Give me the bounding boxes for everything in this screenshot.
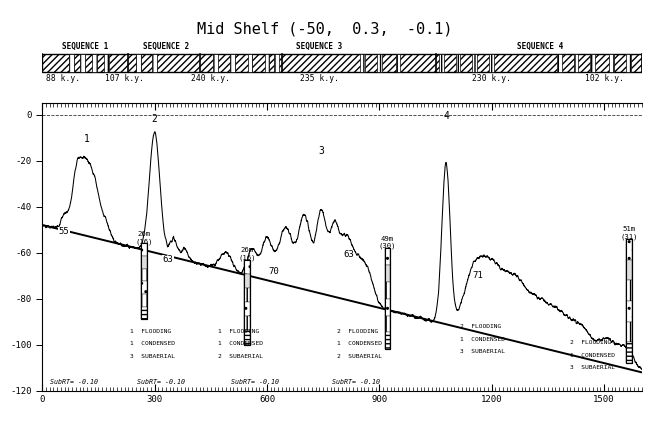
Text: 26m
(16): 26m (16) <box>238 247 255 261</box>
Bar <box>396 54 400 72</box>
Bar <box>377 54 382 72</box>
Text: 102 k.y.: 102 k.y. <box>584 74 623 83</box>
Text: Mid Shelf (-50,  0.3,  -0.1): Mid Shelf (-50, 0.3, -0.1) <box>197 21 453 36</box>
Text: 49m
(30): 49m (30) <box>379 236 396 249</box>
Text: 235 k.y.: 235 k.y. <box>300 74 339 83</box>
Bar <box>230 54 235 72</box>
Bar <box>141 269 147 281</box>
Bar <box>265 54 269 72</box>
Bar <box>627 239 632 260</box>
Bar <box>627 280 632 301</box>
Text: 2  SUBAERIAL: 2 SUBAERIAL <box>218 354 263 359</box>
Bar <box>456 54 460 72</box>
Text: 230 k.y.: 230 k.y. <box>473 74 512 83</box>
Bar <box>244 260 250 345</box>
Bar <box>136 54 141 72</box>
Text: SubRT= -0.10: SubRT= -0.10 <box>137 379 185 385</box>
Bar <box>213 54 218 72</box>
Bar <box>244 316 250 330</box>
Text: SEQUENCE 3: SEQUENCE 3 <box>296 42 343 51</box>
Bar <box>141 243 147 256</box>
Bar <box>609 54 614 72</box>
Text: 2: 2 <box>151 114 157 124</box>
Bar <box>360 54 365 72</box>
Text: 63: 63 <box>343 250 354 259</box>
Text: 1  CONDENSED: 1 CONDENSED <box>218 341 263 346</box>
Bar <box>385 299 391 316</box>
Bar <box>244 260 250 345</box>
Bar <box>627 260 632 280</box>
Bar <box>274 54 279 72</box>
Text: 1  CONDENSED: 1 CONDENSED <box>130 341 176 346</box>
Bar <box>104 54 109 72</box>
Text: 2  FLOODING: 2 FLOODING <box>571 340 612 345</box>
Text: 26m
(16): 26m (16) <box>135 231 153 245</box>
Text: 1  FLOODING: 1 FLOODING <box>218 329 259 333</box>
Bar <box>141 294 147 307</box>
Bar <box>627 239 632 363</box>
Bar <box>141 281 147 294</box>
Text: SEQUENCE 4: SEQUENCE 4 <box>517 42 564 51</box>
Bar <box>141 256 147 269</box>
Bar <box>439 54 443 72</box>
Text: 71: 71 <box>472 271 483 280</box>
Bar <box>141 243 147 319</box>
Text: 51m
(31): 51m (31) <box>621 226 638 240</box>
Bar <box>141 307 147 319</box>
Bar <box>92 54 98 72</box>
Text: 3: 3 <box>318 146 324 156</box>
Text: SubRT= -0.10: SubRT= -0.10 <box>231 379 280 385</box>
Bar <box>627 342 632 363</box>
Bar <box>141 243 147 319</box>
Bar <box>385 333 391 349</box>
Text: 63: 63 <box>162 255 173 264</box>
Text: 240 k.y.: 240 k.y. <box>191 74 230 83</box>
Bar <box>627 321 632 342</box>
Text: 2  SUBAERIAL: 2 SUBAERIAL <box>337 354 382 359</box>
Bar <box>42 54 642 72</box>
Text: SEQUENCE 2: SEQUENCE 2 <box>143 42 189 51</box>
Bar <box>473 54 477 72</box>
Bar <box>489 54 494 72</box>
Bar <box>556 54 562 72</box>
Text: 107 k.y.: 107 k.y. <box>105 74 144 83</box>
Text: 88 k.y.: 88 k.y. <box>46 74 80 83</box>
Text: 1  FLOODING: 1 FLOODING <box>130 329 172 333</box>
Text: 70: 70 <box>268 266 279 276</box>
Bar <box>69 54 74 72</box>
Bar <box>152 54 157 72</box>
Bar <box>244 302 250 316</box>
Bar <box>385 248 391 349</box>
Text: 3  SUBAERIAL: 3 SUBAERIAL <box>130 354 176 359</box>
Bar <box>385 248 391 265</box>
Bar <box>385 265 391 282</box>
Text: SubRT= -0.10: SubRT= -0.10 <box>332 379 380 385</box>
Bar <box>626 54 631 72</box>
Bar <box>385 282 391 299</box>
Bar <box>244 288 250 302</box>
Text: 2  FLOODING: 2 FLOODING <box>460 324 501 329</box>
Bar <box>573 54 578 72</box>
Text: SEQUENCE 1: SEQUENCE 1 <box>62 42 109 51</box>
Bar <box>244 274 250 288</box>
Bar <box>385 248 391 349</box>
Text: 3  SUBAERIAL: 3 SUBAERIAL <box>571 365 616 370</box>
Text: 1  CONDENSED: 1 CONDENSED <box>571 353 616 358</box>
Bar <box>627 301 632 321</box>
Text: 1  CONDENSED: 1 CONDENSED <box>337 341 382 346</box>
Bar <box>385 316 391 333</box>
Text: 2  FLOODING: 2 FLOODING <box>337 329 378 333</box>
Text: 1: 1 <box>83 135 90 144</box>
Text: 4: 4 <box>443 111 449 121</box>
Bar <box>627 239 632 363</box>
Bar <box>244 260 250 274</box>
Text: SubRT= -0.10: SubRT= -0.10 <box>50 379 98 385</box>
Text: 55: 55 <box>58 227 70 236</box>
Bar <box>590 54 595 72</box>
Text: 1  CONDENSED: 1 CONDENSED <box>460 337 505 341</box>
Bar <box>248 54 252 72</box>
Bar <box>80 54 85 72</box>
Bar <box>244 330 250 345</box>
Text: 3  SUBAERIAL: 3 SUBAERIAL <box>460 349 505 354</box>
